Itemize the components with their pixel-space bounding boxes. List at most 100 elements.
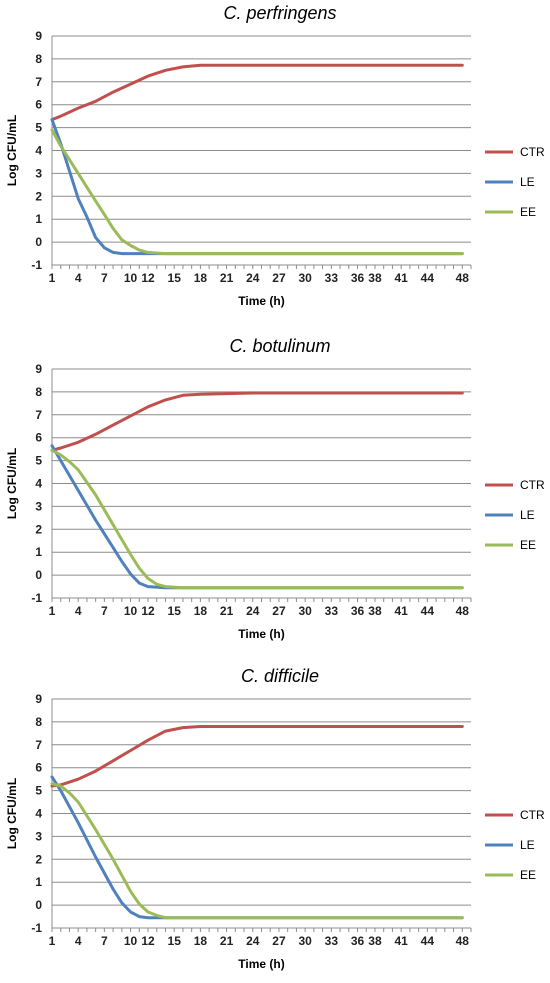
x-tick-label: 36: [351, 604, 365, 618]
x-tick-label: 4: [75, 271, 82, 285]
y-tick-label: 3: [35, 166, 42, 180]
x-tick-label: 4: [75, 934, 82, 948]
y-tick-label: 9: [35, 29, 42, 43]
x-tick-label: 18: [194, 604, 208, 618]
x-axis-label: Time (h): [238, 294, 284, 308]
y-tick-label: 0: [35, 235, 42, 249]
x-tick-label: 1: [49, 604, 56, 618]
x-tick-label: 36: [351, 934, 365, 948]
x-tick-label: 33: [325, 604, 339, 618]
y-tick-label: 2: [35, 852, 42, 866]
x-tick-label: 24: [246, 934, 260, 948]
series-line-ee: [50, 128, 464, 256]
y-tick-label: 4: [35, 807, 42, 821]
x-tick-label: 27: [272, 604, 286, 618]
y-tick-label: -1: [31, 258, 42, 272]
chart-difficile: C. difficile -1 0 1 2 3 4 5 6 7 8 9 1 4 7 10 12 15 18 21 24 2…: [0, 663, 550, 983]
x-tick-label: 30: [298, 604, 312, 618]
x-tick-label: 41: [394, 604, 408, 618]
x-tick-label: 27: [272, 934, 286, 948]
y-tick-label: 2: [35, 522, 42, 536]
y-tick-label: 5: [35, 121, 42, 135]
y-tick-label: 6: [35, 761, 42, 775]
chart-title: C. botulinum: [229, 336, 330, 356]
y-tick-label: 5: [35, 454, 42, 468]
x-tick-label: 7: [101, 934, 108, 948]
x-tick-label: 18: [194, 934, 208, 948]
x-tick-label: 15: [168, 271, 182, 285]
legend-label: LE: [520, 508, 535, 522]
x-tick-label: 4: [75, 604, 82, 618]
legend-label: EE: [520, 205, 536, 219]
y-tick-label: 6: [35, 98, 42, 112]
chart-perfringens: C. perfringens -1 0 1 2 3 4 5 6 7 8 9 1 4 7 10 12 15 18 21 2…: [0, 0, 550, 320]
legend-label: LE: [520, 175, 535, 189]
y-tick-label: 8: [35, 385, 42, 399]
legend-label: EE: [520, 868, 536, 882]
y-tick-label: 4: [35, 477, 42, 491]
x-tick-label: 12: [141, 271, 155, 285]
legend-label: CTR: [520, 145, 545, 159]
y-tick-label: 1: [35, 875, 42, 889]
series-line-ee: [50, 448, 464, 590]
y-tick-label: 7: [35, 75, 42, 89]
x-tick-label: 24: [246, 271, 260, 285]
series-line-le: [50, 775, 464, 920]
x-tick-label: 27: [272, 271, 286, 285]
y-tick-label: 5: [35, 784, 42, 798]
y-tick-label: 3: [35, 829, 42, 843]
x-tick-label: 41: [394, 271, 408, 285]
x-tick-label: 10: [124, 271, 138, 285]
series-line-ctr: [50, 63, 464, 122]
series-line-ee: [50, 782, 464, 920]
y-tick-label: 3: [35, 499, 42, 513]
x-tick-label: 7: [101, 604, 108, 618]
y-tick-label: -1: [31, 591, 42, 605]
y-tick-label: 1: [35, 545, 42, 559]
x-tick-label: 33: [325, 271, 339, 285]
x-tick-label: 12: [141, 934, 155, 948]
x-tick-label: 36: [351, 271, 365, 285]
series-line-le: [50, 118, 464, 256]
legend-label: EE: [520, 538, 536, 552]
y-tick-label: 8: [35, 52, 42, 66]
y-tick-label: 1: [35, 212, 42, 226]
x-tick-label: 21: [220, 271, 234, 285]
x-tick-label: 38: [368, 271, 382, 285]
x-tick-label: 41: [394, 934, 408, 948]
y-tick-label: 0: [35, 898, 42, 912]
y-tick-label: -1: [31, 921, 42, 935]
y-tick-label: 9: [35, 362, 42, 376]
x-tick-label: 44: [421, 271, 435, 285]
series-line-le: [50, 444, 464, 590]
x-tick-label: 1: [49, 271, 56, 285]
x-tick-label: 10: [124, 604, 138, 618]
y-axis-label: Log CFU/mL: [5, 448, 19, 519]
x-tick-label: 38: [368, 604, 382, 618]
x-axis-label: Time (h): [238, 957, 284, 971]
y-tick-label: 2: [35, 189, 42, 203]
y-tick-label: 9: [35, 692, 42, 706]
x-tick-label: 48: [456, 934, 470, 948]
x-tick-label: 30: [298, 934, 312, 948]
x-tick-label: 33: [325, 934, 339, 948]
chart-title: C. difficile: [241, 666, 319, 686]
x-tick-label: 15: [168, 604, 182, 618]
legend-label: LE: [520, 838, 535, 852]
x-tick-label: 48: [456, 604, 470, 618]
series-line-ctr: [50, 391, 464, 452]
legend-label: CTR: [520, 808, 545, 822]
y-axis-label: Log CFU/mL: [5, 115, 19, 186]
x-tick-label: 15: [168, 934, 182, 948]
x-tick-label: 38: [368, 934, 382, 948]
x-tick-label: 44: [421, 604, 435, 618]
chart-title: C. perfringens: [223, 3, 336, 23]
y-tick-label: 4: [35, 144, 42, 158]
y-tick-label: 0: [35, 568, 42, 582]
x-tick-label: 44: [421, 934, 435, 948]
x-tick-label: 21: [220, 604, 234, 618]
y-tick-label: 7: [35, 408, 42, 422]
